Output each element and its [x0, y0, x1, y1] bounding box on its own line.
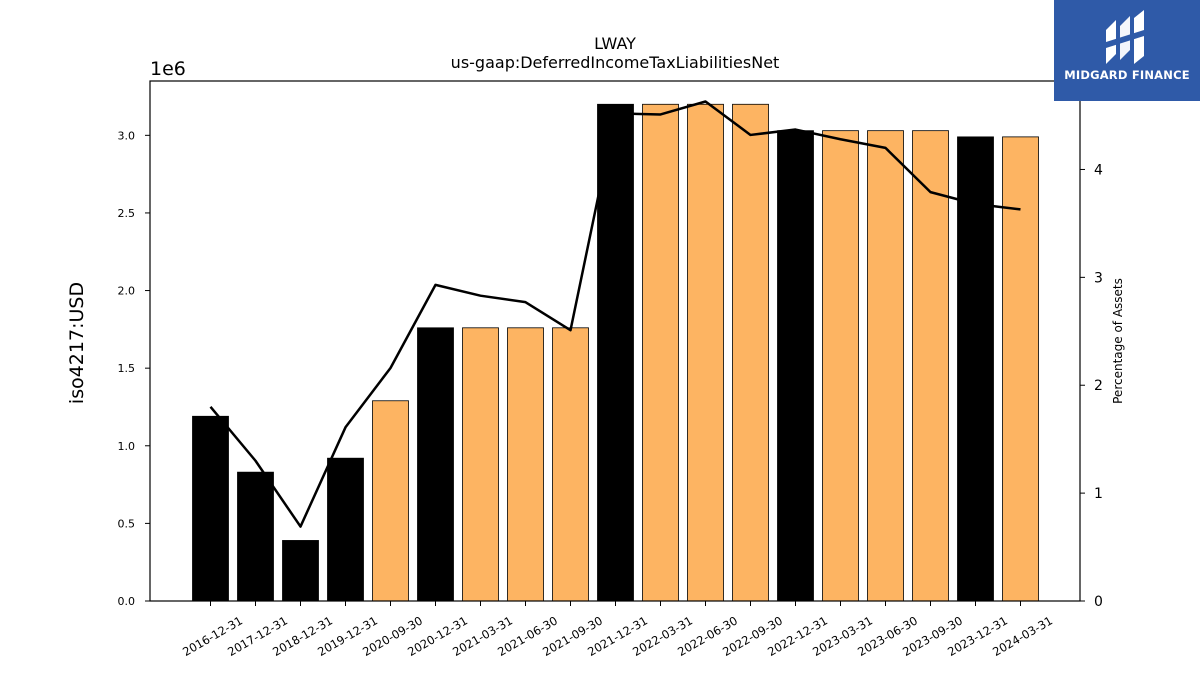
y-tick-label: 0.5	[118, 517, 136, 530]
bar	[372, 400, 409, 602]
midgard-logo-icon	[1106, 10, 1144, 64]
bar	[732, 103, 769, 602]
bar	[687, 103, 724, 602]
bar	[822, 130, 859, 602]
y-tick-label: 0.0	[118, 595, 136, 608]
bar	[282, 540, 319, 602]
y2-tick-label: 4	[1094, 162, 1103, 178]
bar	[777, 130, 814, 602]
bar	[1002, 136, 1039, 602]
y-tick-label: 3.0	[118, 129, 136, 142]
y-scale-label: 1e6	[150, 58, 186, 80]
bar	[867, 130, 904, 602]
y-axis-label: iso4217:USD	[66, 282, 88, 404]
y2-tick-label: 0	[1094, 594, 1103, 610]
bar	[462, 327, 499, 602]
y2-tick-label: 1	[1094, 486, 1103, 502]
y-tick-label: 2.5	[118, 207, 136, 220]
bar	[507, 327, 544, 602]
bar	[417, 327, 454, 602]
bar	[642, 103, 679, 602]
chart-title: LWAY	[594, 34, 636, 53]
logo-text: MIDGARD FINANCE	[1064, 68, 1190, 82]
y2-axis-label: Percentage of Assets	[1111, 278, 1125, 404]
bar	[912, 130, 949, 602]
bar	[957, 136, 994, 602]
y2-tick-label: 2	[1094, 378, 1103, 394]
bar	[327, 457, 364, 602]
bar	[597, 103, 634, 602]
y-tick-label: 2.0	[118, 285, 136, 298]
bar	[237, 471, 274, 602]
series-line	[209, 100, 1021, 528]
y-tick-label: 1.5	[118, 362, 136, 375]
bar	[192, 415, 229, 602]
brand-logo: MIDGARD FINANCE	[1054, 0, 1200, 101]
chart-subtitle: us-gaap:DeferredIncomeTaxLiabilitiesNet	[451, 53, 780, 72]
bar	[552, 327, 589, 602]
y-tick-label: 1.0	[118, 440, 136, 453]
y2-tick-label: 3	[1094, 270, 1103, 286]
